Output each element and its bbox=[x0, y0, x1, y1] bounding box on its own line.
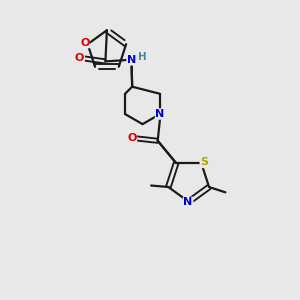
Text: H: H bbox=[138, 52, 146, 62]
Text: S: S bbox=[200, 158, 208, 167]
Text: O: O bbox=[127, 134, 136, 143]
Text: O: O bbox=[75, 53, 84, 64]
Text: N: N bbox=[184, 197, 193, 207]
Text: O: O bbox=[80, 38, 89, 48]
Text: N: N bbox=[155, 109, 165, 119]
Text: N: N bbox=[127, 55, 136, 65]
